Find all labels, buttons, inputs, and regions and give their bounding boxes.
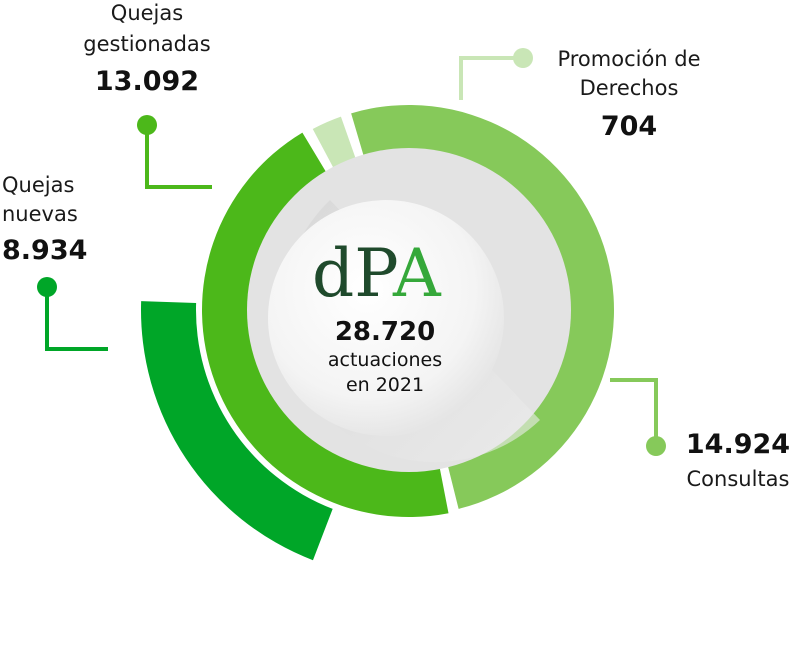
label-promocion-line2: Derechos [580,76,679,100]
label-promocion-line1: Promoción de [557,47,700,71]
connector-promocion [459,56,523,100]
connector-quejas-nuevas-dot [37,277,57,297]
logo-letter-a: A [392,235,442,312]
value-nuevas: 8.934 [2,235,87,266]
dpa-logo: dP A [312,235,442,312]
center-total-label-line1: actuaciones [328,349,442,371]
value-gestionadas: 13.092 [95,66,199,97]
logo-letter-d: d [312,235,354,312]
label-nuevas-line1: Quejas [2,173,74,197]
segment-quejas-nuevas [141,301,333,561]
connectors [37,48,666,456]
center-total-value: 28.720 [335,317,435,347]
segment-label-consultas: 14.924 Consultas [686,429,790,491]
donut-segments [141,104,615,561]
connector-quejas-nuevas [45,287,108,351]
svg-text:dP: dP [312,235,399,312]
value-promocion: 704 [601,111,657,142]
logo-letter-p: P [354,235,398,312]
center-total-label-line2: en 2021 [346,374,424,396]
center-disc [247,148,571,472]
label-nuevas-line2: nuevas [2,202,78,226]
connector-consultas-dot [646,436,666,456]
segment-label-quejas-gestionadas: Quejas gestionadas 13.092 [83,1,210,97]
segment-label-promocion: Promoción de Derechos 704 [557,47,700,142]
connector-quejas-gestionadas-dot [137,115,157,135]
segment-label-quejas-nuevas: Quejas nuevas 8.934 [2,173,87,266]
connector-consultas [610,378,658,446]
label-gestionadas-line2: gestionadas [83,32,210,56]
segment-promocion [312,116,358,174]
connector-quejas-gestionadas [145,125,212,189]
label-consultas-line1: Consultas [687,467,790,491]
segment-consultas [351,104,615,509]
label-gestionadas-line1: Quejas [111,1,183,25]
value-consultas: 14.924 [686,429,790,460]
segment-quejas-gestionadas [202,132,449,517]
connector-promocion-dot [513,48,533,68]
